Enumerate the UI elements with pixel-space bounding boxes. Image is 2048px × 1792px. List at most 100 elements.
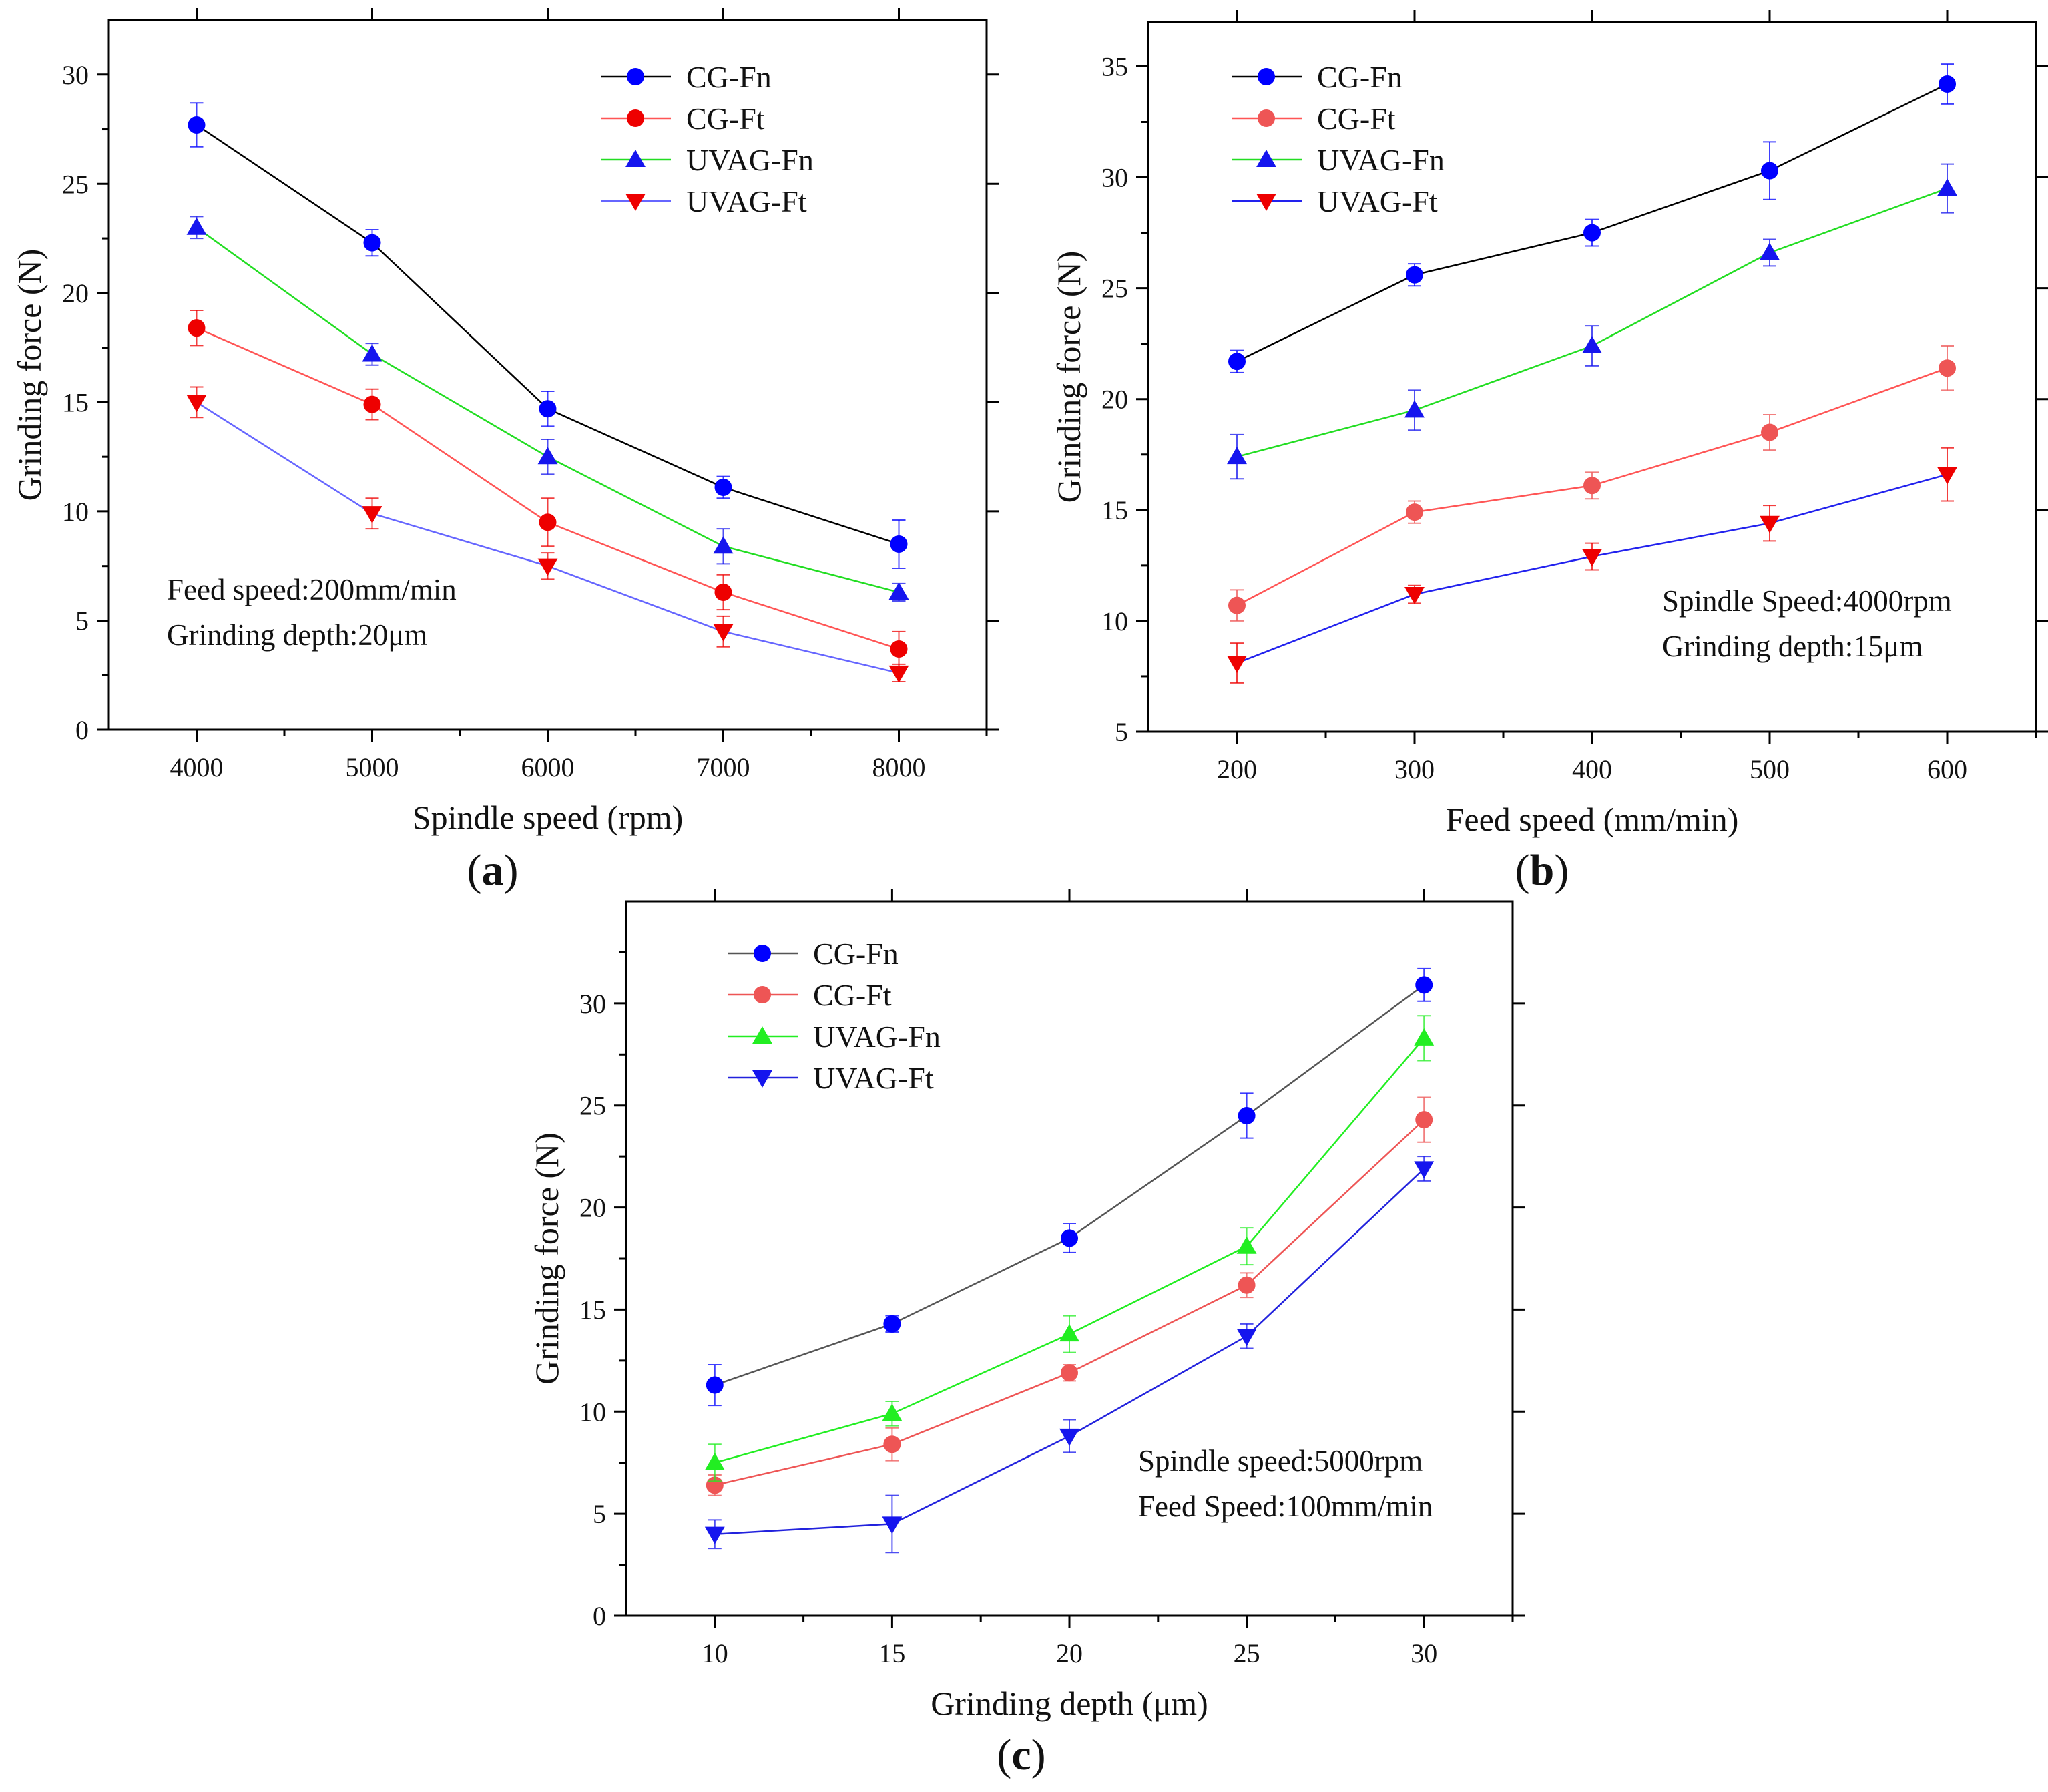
data-point xyxy=(362,506,382,524)
data-point xyxy=(883,1315,901,1333)
data-point xyxy=(1404,400,1425,418)
y-tick-label: 25 xyxy=(1101,274,1128,304)
y-tick-label: 25 xyxy=(579,1091,606,1121)
legend-label: UVAG-Ft xyxy=(1317,184,1438,218)
data-point xyxy=(188,319,206,337)
data-point xyxy=(1582,549,1602,567)
x-tick-label: 30 xyxy=(1411,1638,1437,1668)
y-tick-label: 5 xyxy=(593,1499,606,1529)
data-point xyxy=(888,665,909,683)
data-point xyxy=(713,536,734,554)
series-uvag-fn xyxy=(1227,163,1957,480)
data-point xyxy=(1406,266,1423,284)
y-tick-label: 25 xyxy=(62,169,89,199)
y-tick-label: 20 xyxy=(579,1193,606,1223)
legend-label: CG-Fn xyxy=(1317,60,1402,94)
x-tick-label: 25 xyxy=(1234,1638,1260,1668)
data-point xyxy=(1236,1236,1257,1254)
data-point xyxy=(888,582,909,600)
legend-label: CG-Ft xyxy=(686,101,765,136)
legend-label: CG-Ft xyxy=(813,978,892,1012)
data-point xyxy=(1059,1324,1079,1342)
series-uvag-fn xyxy=(186,216,909,602)
legend-label: UVAG-Fn xyxy=(686,143,814,177)
legend-marker xyxy=(627,68,644,85)
x-axis-title: Grinding depth (μm) xyxy=(931,1685,1208,1722)
series-uvag-fn xyxy=(704,1015,1435,1482)
y-tick-label: 0 xyxy=(593,1601,606,1631)
data-point xyxy=(186,395,207,413)
data-point xyxy=(1583,224,1601,242)
annotation-text: Feed speed:200mm/min xyxy=(167,573,457,606)
legend-marker xyxy=(1258,109,1275,127)
y-tick-label: 10 xyxy=(62,497,89,527)
x-tick-label: 600 xyxy=(1927,754,1967,785)
data-point xyxy=(1406,503,1423,521)
data-point xyxy=(1415,976,1433,994)
data-point xyxy=(1414,1028,1435,1046)
data-point xyxy=(1582,336,1602,354)
data-point xyxy=(1761,423,1778,441)
data-point xyxy=(706,1376,724,1394)
data-point xyxy=(539,513,557,531)
y-tick-label: 30 xyxy=(1101,163,1128,193)
data-point xyxy=(1939,75,1956,93)
chart-panel-c: 10 15 20 25 30 0 5 10 15 20 25 30 Grinding depth (μm… xyxy=(528,889,1525,1779)
chart-panel-b: 200 300 400 500 600 5 10 15 20 25 30 35 Feed speed (… xyxy=(1050,10,2048,895)
data-point xyxy=(704,1452,725,1470)
panel-letter: b xyxy=(1530,846,1555,895)
data-point xyxy=(1227,447,1247,465)
data-point xyxy=(1227,655,1247,673)
panel-letter: c xyxy=(1011,1731,1031,1779)
data-point xyxy=(1238,1107,1256,1124)
series-cg-ft xyxy=(188,310,908,668)
legend-marker xyxy=(1258,68,1275,85)
annotation-text: Grinding depth:15μm xyxy=(1662,630,1923,663)
legend-label: UVAG-Ft xyxy=(813,1061,934,1095)
data-point xyxy=(883,1435,901,1453)
legend-marker xyxy=(754,945,771,962)
data-point xyxy=(1937,178,1957,196)
data-point xyxy=(714,478,732,496)
data-point xyxy=(1228,596,1246,614)
legend-label: CG-Ft xyxy=(1317,101,1396,136)
panel-label: (a) xyxy=(467,846,519,895)
data-point xyxy=(1404,586,1425,604)
y-tick-label: 30 xyxy=(579,989,606,1019)
data-point xyxy=(186,217,207,235)
x-tick-label: 15 xyxy=(878,1638,905,1668)
data-point xyxy=(1761,162,1778,180)
y-tick-label: 5 xyxy=(1115,717,1128,747)
legend-marker xyxy=(752,1026,772,1044)
legend-marker xyxy=(627,109,644,127)
series-uvag-ft xyxy=(704,1156,1435,1554)
series-cg-fn xyxy=(188,102,908,569)
data-point xyxy=(1236,1329,1257,1347)
y-tick-label: 15 xyxy=(579,1295,606,1325)
x-axis-title: Spindle speed (rpm) xyxy=(413,799,683,836)
data-point xyxy=(1583,477,1601,495)
y-tick-label: 35 xyxy=(1101,51,1128,81)
y-tick-label: 10 xyxy=(579,1397,606,1427)
legend-label: UVAG-Ft xyxy=(686,184,807,218)
data-point xyxy=(188,116,206,134)
data-point xyxy=(1414,1161,1435,1179)
x-tick-label: 4000 xyxy=(170,752,224,782)
y-tick-label: 10 xyxy=(1101,606,1128,636)
data-point xyxy=(1939,359,1956,377)
data-point xyxy=(714,583,732,601)
data-point xyxy=(539,400,557,418)
y-axis-title: Grinding force (N) xyxy=(1050,251,1087,503)
x-tick-label: 300 xyxy=(1394,754,1435,785)
y-tick-label: 0 xyxy=(75,715,89,745)
legend-marker xyxy=(625,150,646,168)
data-point xyxy=(1061,1229,1078,1247)
x-tick-label: 200 xyxy=(1217,754,1257,785)
data-point xyxy=(882,1516,903,1534)
legend-marker xyxy=(1256,193,1276,211)
y-tick-label: 15 xyxy=(1101,495,1128,525)
x-tick-label: 20 xyxy=(1056,1638,1083,1668)
data-point xyxy=(537,558,558,576)
data-point xyxy=(1228,353,1246,371)
x-tick-label: 400 xyxy=(1572,754,1612,785)
